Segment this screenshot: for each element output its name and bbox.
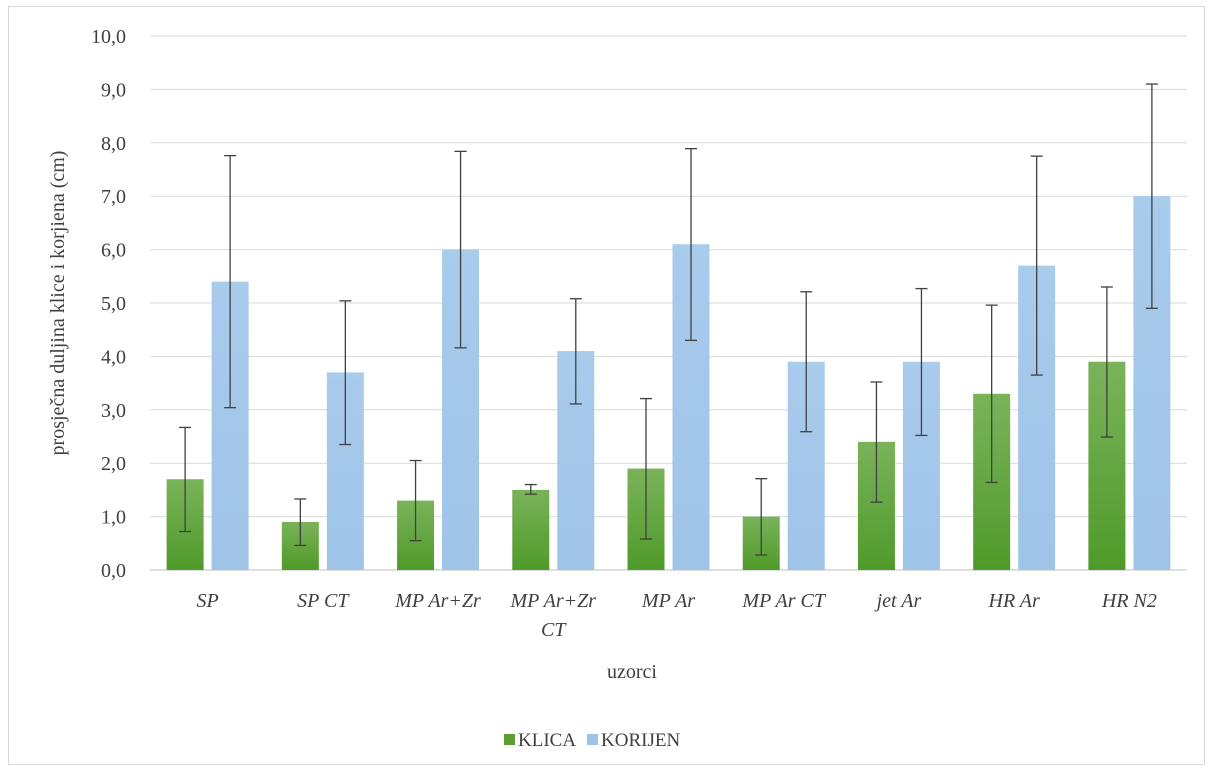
x-category-label: MP Ar CT (741, 590, 826, 612)
legend-swatch (504, 734, 515, 745)
y-axis-title: prosječna duljina klice i korjiena (cm) (47, 151, 69, 456)
y-tick-labels: 0,0 1,0 2,0 3,0 4,0 5,0 6,0 7,0 8,0 9,0 10,0 (91, 26, 126, 582)
legend: KLICA KORIJEN (504, 730, 680, 751)
y-tick-label: 8,0 (101, 133, 126, 155)
y-tick-label: 7,0 (101, 186, 126, 208)
y-tick-label: 3,0 (101, 400, 126, 422)
y-tick-label: 1,0 (101, 507, 126, 529)
x-category-label: CT (541, 619, 567, 641)
error-bars (179, 83, 1158, 556)
y-tick-label: 5,0 (101, 293, 126, 315)
x-category-label: HR Ar (988, 590, 1041, 612)
legend-item-klica: KLICA (504, 730, 576, 751)
x-category-label: MP Ar+Zr (394, 590, 481, 612)
x-axis-title: uzorci (607, 661, 657, 683)
y-tick-label: 10,0 (91, 26, 126, 48)
x-category-labels: SP SP CT MP Ar+Zr MP Ar+Zr CT MP Ar MP Ar CT je… (197, 590, 1157, 641)
x-category-label: HR N2 (1101, 590, 1157, 612)
y-tick-label: 9,0 (101, 79, 126, 101)
y-tick-label: 0,0 (101, 560, 126, 582)
y-tick-label: 2,0 (101, 453, 126, 475)
x-category-label: jet Ar (874, 590, 922, 612)
x-category-label: MP Ar+Zr (509, 590, 596, 612)
gridlines (150, 35, 1187, 571)
legend-item-korijen: KORIJEN (587, 730, 680, 751)
legend-swatch (587, 734, 598, 745)
legend-label: KORIJEN (601, 730, 680, 751)
klica-bar (512, 489, 550, 570)
y-tick-label: 4,0 (101, 346, 126, 368)
chart-frame (8, 6, 1205, 765)
y-tick-label: 6,0 (101, 240, 126, 262)
x-category-label: SP CT (297, 590, 350, 612)
bars (166, 196, 1171, 570)
x-category-label: SP (197, 590, 219, 612)
legend-label: KLICA (518, 730, 576, 751)
x-category-label: MP Ar (641, 590, 695, 612)
